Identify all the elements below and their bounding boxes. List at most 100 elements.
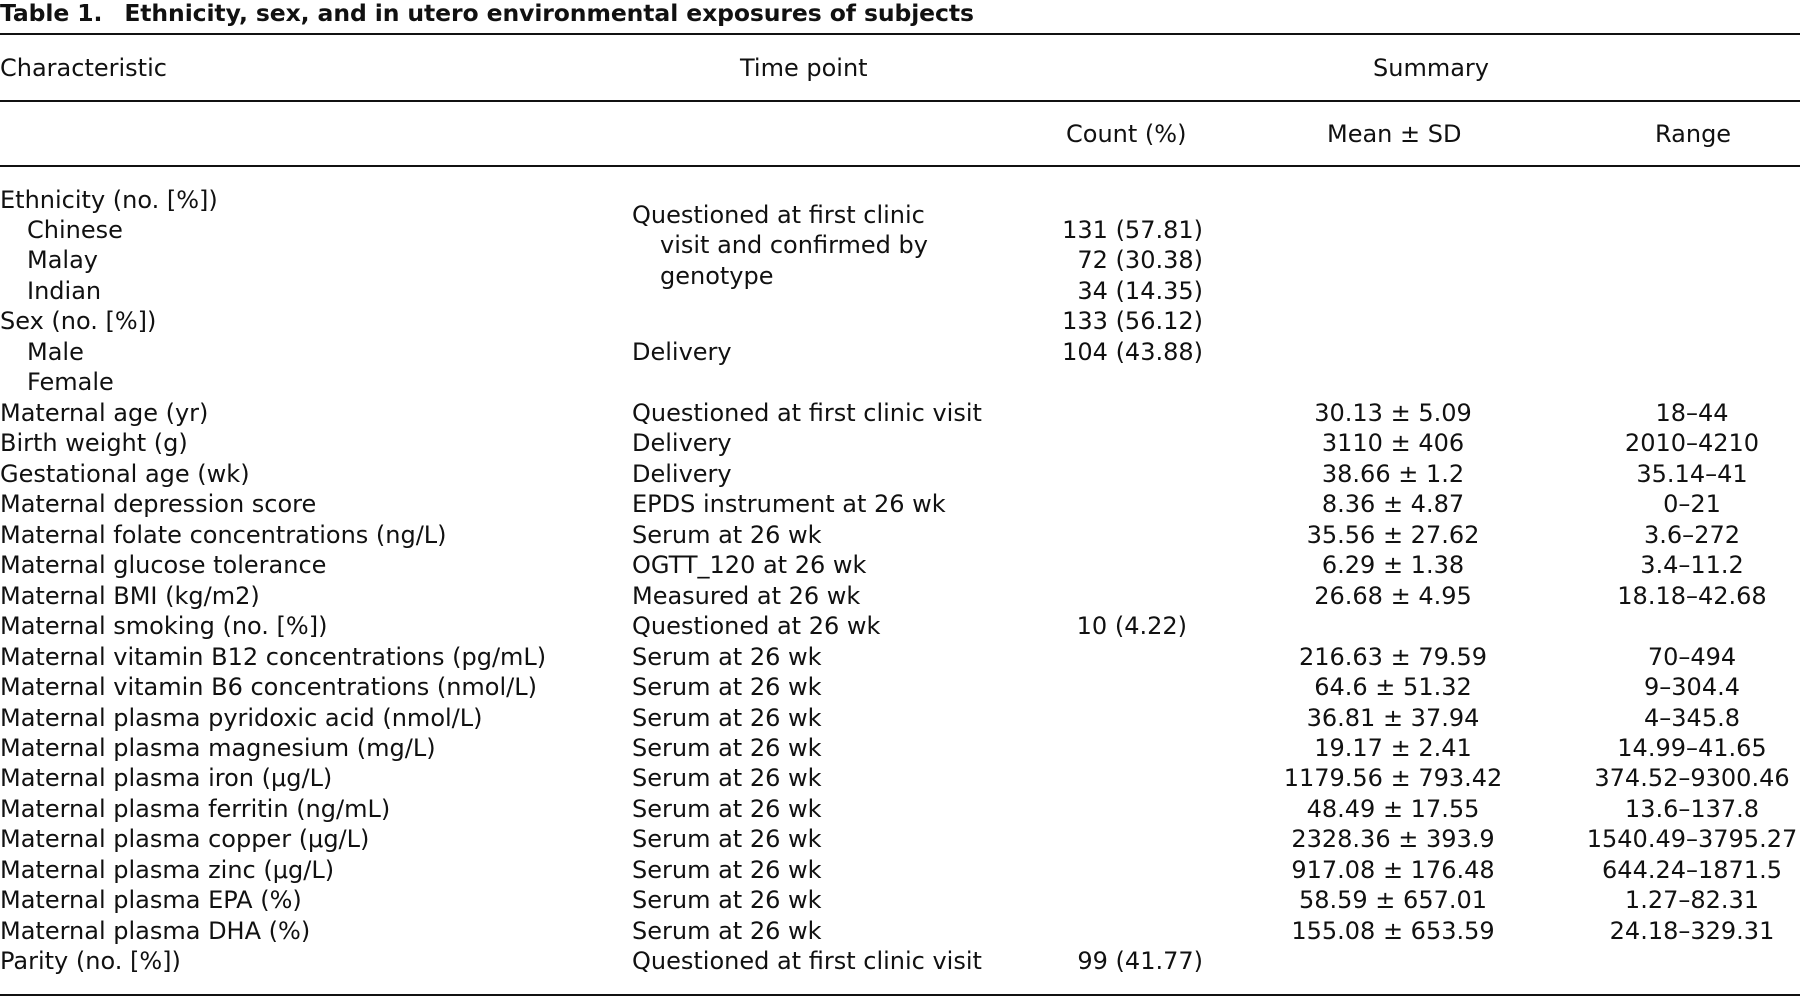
row-mean-sd: 917.08 ± 176.48 [1291, 856, 1495, 884]
row-range: 0–21 [1663, 490, 1721, 518]
row-mean-sd: 64.6 ± 51.32 [1314, 673, 1472, 701]
ethnicity-indian: Indian [27, 277, 102, 305]
row-characteristic: Maternal vitamin B12 concentrations (pg/… [0, 643, 547, 671]
row-time-point: Serum at 26 wk [632, 886, 822, 914]
header-bottom-rule [0, 165, 1800, 167]
row-mean-sd: 36.81 ± 37.94 [1306, 704, 1480, 732]
ethnicity-label: Ethnicity (no. [%]) [0, 186, 218, 214]
row-time-point: Measured at 26 wk [632, 582, 861, 610]
row-mean-sd: 155.08 ± 653.59 [1291, 917, 1495, 945]
row-time-point: OGTT_120 at 26 wk [632, 551, 867, 579]
sex-male: Male [27, 338, 84, 366]
header-divider [0, 100, 1800, 102]
count-indian: 34 (14.35) [1077, 277, 1203, 305]
row-range: 18–44 [1655, 399, 1729, 427]
header-time-point: Time point [740, 54, 868, 82]
row-characteristic: Maternal plasma magnesium (mg/L) [0, 734, 436, 762]
row-range: 1540.49–3795.27 [1586, 825, 1798, 853]
row-range: 2010–4210 [1624, 429, 1760, 457]
row-time-point: Serum at 26 wk [632, 856, 822, 884]
row-characteristic: Maternal plasma iron (μg/L) [0, 764, 333, 792]
ethnicity-time-line2: visit and confirmed by [660, 231, 928, 259]
ethnicity-time-line3: genotype [660, 262, 774, 290]
row-mean-sd: 30.13 ± 5.09 [1314, 399, 1472, 427]
row-time-point: Serum at 26 wk [632, 825, 822, 853]
row-range: 13.6–137.8 [1624, 795, 1760, 823]
row-time-point: Serum at 26 wk [632, 795, 822, 823]
header-mean-sd: Mean ± SD [1327, 120, 1462, 148]
row-range: 35.14–41 [1636, 460, 1748, 488]
ethnicity-chinese: Chinese [27, 216, 123, 244]
row-time-point: Serum at 26 wk [632, 521, 822, 549]
table-label: Table 1. [0, 0, 103, 27]
row-range: 18.18–42.68 [1617, 582, 1767, 610]
row-time-point: Serum at 26 wk [632, 917, 822, 945]
row-range: 24.18–329.31 [1609, 917, 1775, 945]
ethnicity-malay: Malay [27, 246, 98, 274]
row-time-point: Questioned at first clinic visit [632, 947, 982, 975]
bottom-rule [0, 994, 1800, 996]
row-time-point: Questioned at first clinic visit [632, 399, 982, 427]
header-range: Range [1655, 120, 1732, 148]
sex-label: Sex (no. [%]) [0, 307, 157, 335]
row-characteristic: Maternal plasma pyridoxic acid (nmol/L) [0, 704, 483, 732]
row-characteristic: Maternal age (yr) [0, 399, 209, 427]
row-range: 14.99–41.65 [1617, 734, 1767, 762]
row-range: 374.52–9300.46 [1594, 764, 1790, 792]
count-chinese: 131 (57.81) [1062, 216, 1203, 244]
row-mean-sd: 48.49 ± 17.55 [1306, 795, 1480, 823]
row-time-point: Serum at 26 wk [632, 764, 822, 792]
row-mean-sd: 3110 ± 406 [1321, 429, 1465, 457]
top-rule [0, 33, 1800, 35]
row-mean-sd: 2328.36 ± 393.9 [1291, 825, 1495, 853]
header-count: Count (%) [1066, 120, 1187, 148]
row-range: 3.6–272 [1644, 521, 1740, 549]
count-sex-1: 133 (56.12) [1062, 307, 1203, 335]
row-range: 4–345.8 [1644, 704, 1740, 732]
row-mean-sd: 38.66 ± 1.2 [1321, 460, 1465, 488]
row-time-point: Delivery [632, 429, 732, 457]
ethnicity-time-line1: Questioned at first clinic [632, 201, 925, 229]
row-characteristic: Gestational age (wk) [0, 460, 250, 488]
row-time-point: Serum at 26 wk [632, 673, 822, 701]
row-time-point: Serum at 26 wk [632, 704, 822, 732]
row-characteristic: Maternal plasma ferritin (ng/mL) [0, 795, 391, 823]
row-characteristic: Maternal plasma zinc (μg/L) [0, 856, 335, 884]
row-mean-sd: 58.59 ± 657.01 [1298, 886, 1488, 914]
row-characteristic: Maternal plasma EPA (%) [0, 886, 302, 914]
row-characteristic: Maternal folate concentrations (ng/L) [0, 521, 447, 549]
row-mean-sd: 19.17 ± 2.41 [1314, 734, 1472, 762]
row-characteristic: Birth weight (g) [0, 429, 188, 457]
row-count: 10 (4.22) [1076, 612, 1187, 640]
row-mean-sd: 1179.56 ± 793.42 [1283, 764, 1503, 792]
row-mean-sd: 6.29 ± 1.38 [1321, 551, 1465, 579]
count-malay: 72 (30.38) [1077, 246, 1203, 274]
row-range: 3.4–11.2 [1640, 551, 1744, 579]
row-characteristic: Maternal plasma DHA (%) [0, 917, 311, 945]
row-mean-sd: 26.68 ± 4.95 [1314, 582, 1472, 610]
row-count: 99 (41.77) [1077, 947, 1203, 975]
header-summary: Summary [1373, 54, 1489, 82]
row-time-point: Serum at 26 wk [632, 643, 822, 671]
row-characteristic: Maternal depression score [0, 490, 317, 518]
table-caption: Table 1. Ethnicity, sex, and in utero env… [0, 0, 974, 28]
table-title: Ethnicity, sex, and in utero environment… [124, 0, 974, 27]
row-range: 1.27–82.31 [1624, 886, 1760, 914]
row-mean-sd: 35.56 ± 27.62 [1306, 521, 1480, 549]
row-mean-sd: 216.63 ± 79.59 [1298, 643, 1488, 671]
row-characteristic: Maternal glucose tolerance [0, 551, 327, 579]
count-sex-2: 104 (43.88) [1062, 338, 1203, 366]
row-range: 70–494 [1647, 643, 1737, 671]
row-characteristic: Maternal plasma copper (μg/L) [0, 825, 370, 853]
row-characteristic: Parity (no. [%]) [0, 947, 181, 975]
row-time-point: Delivery [632, 460, 732, 488]
row-range: 9–304.4 [1644, 673, 1740, 701]
sex-female: Female [27, 368, 114, 396]
sex-time: Delivery [632, 338, 732, 366]
row-characteristic: Maternal smoking (no. [%]) [0, 612, 328, 640]
row-time-point: EPDS instrument at 26 wk [632, 490, 946, 518]
row-time-point: Serum at 26 wk [632, 734, 822, 762]
row-characteristic: Maternal BMI (kg/m2) [0, 582, 260, 610]
row-time-point: Questioned at 26 wk [632, 612, 881, 640]
row-range: 644.24–1871.5 [1602, 856, 1782, 884]
